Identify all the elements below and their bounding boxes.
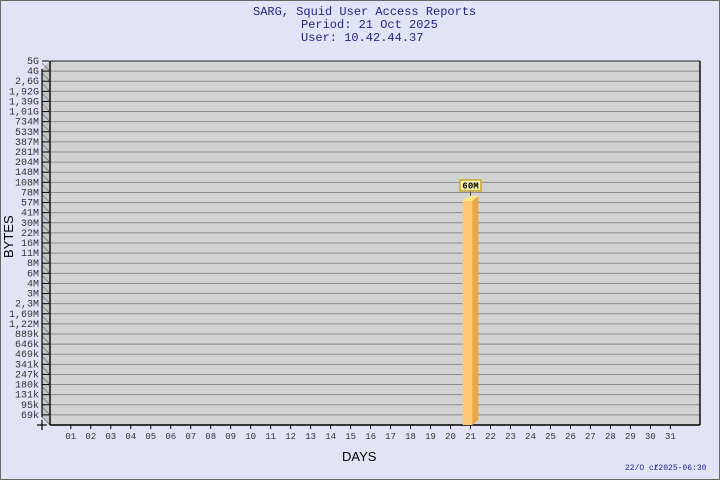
svg-text:14: 14 bbox=[325, 432, 336, 442]
svg-text:09: 09 bbox=[225, 432, 236, 442]
svg-text:16: 16 bbox=[365, 432, 376, 442]
svg-text:69k: 69k bbox=[21, 410, 39, 422]
svg-text:11: 11 bbox=[265, 432, 276, 442]
svg-text:19: 19 bbox=[425, 432, 436, 442]
svg-text:29: 29 bbox=[625, 432, 636, 442]
svg-text:23: 23 bbox=[505, 432, 516, 442]
svg-text:27: 27 bbox=[585, 432, 596, 442]
svg-text:20: 20 bbox=[445, 432, 456, 442]
svg-text:60M: 60M bbox=[462, 181, 478, 191]
svg-text:24: 24 bbox=[525, 432, 536, 442]
svg-text:05: 05 bbox=[145, 432, 156, 442]
svg-text:13: 13 bbox=[305, 432, 316, 442]
svg-text:25: 25 bbox=[545, 432, 556, 442]
svg-text:30: 30 bbox=[645, 432, 656, 442]
svg-text:02: 02 bbox=[85, 432, 96, 442]
svg-text:06: 06 bbox=[165, 432, 176, 442]
svg-text:04: 04 bbox=[125, 432, 136, 442]
svg-text:12: 12 bbox=[285, 432, 296, 442]
svg-text:28: 28 bbox=[605, 432, 616, 442]
svg-text:22: 22 bbox=[485, 432, 496, 442]
svg-text:15: 15 bbox=[345, 432, 356, 442]
svg-text:26: 26 bbox=[565, 432, 576, 442]
svg-text:17: 17 bbox=[385, 432, 396, 442]
svg-text:07: 07 bbox=[185, 432, 196, 442]
svg-text:03: 03 bbox=[105, 432, 116, 442]
svg-text:01: 01 bbox=[65, 432, 76, 442]
svg-text:10: 10 bbox=[245, 432, 256, 442]
svg-text:18: 18 bbox=[405, 432, 416, 442]
svg-text:31: 31 bbox=[665, 432, 676, 442]
svg-text:21: 21 bbox=[465, 432, 476, 442]
svg-text:08: 08 bbox=[205, 432, 216, 442]
